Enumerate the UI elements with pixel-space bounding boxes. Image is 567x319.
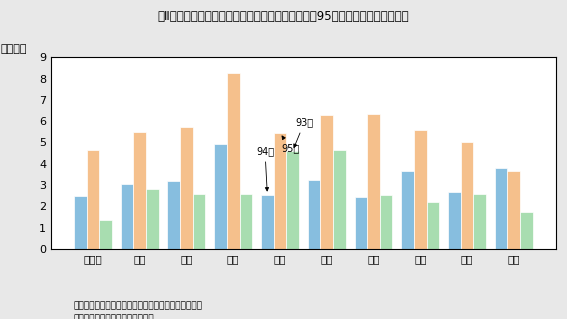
Text: （備考）１．　総務庁「家計調査年報」により作成。: （備考）１． 総務庁「家計調査年報」により作成。 bbox=[74, 301, 203, 310]
Bar bbox=[214, 144, 227, 249]
Bar bbox=[507, 171, 520, 249]
Bar bbox=[261, 195, 274, 249]
Text: 第Ⅱ－４－５図　ほとんどの地域で大きく増加した95年の寄付金額（全世帯）: 第Ⅱ－４－５図 ほとんどの地域で大きく増加した95年の寄付金額（全世帯） bbox=[158, 10, 409, 23]
Bar bbox=[520, 211, 533, 249]
Bar bbox=[239, 194, 252, 249]
Bar bbox=[320, 115, 333, 249]
Bar bbox=[354, 197, 367, 249]
Text: ２．　全世帯の数値。: ２． 全世帯の数値。 bbox=[74, 314, 154, 319]
Bar bbox=[495, 168, 507, 249]
Text: （千円）: （千円） bbox=[1, 44, 27, 54]
Bar bbox=[274, 133, 286, 249]
Bar bbox=[461, 143, 473, 249]
Bar bbox=[401, 171, 414, 249]
Bar bbox=[146, 189, 159, 249]
Bar bbox=[167, 181, 180, 249]
Bar bbox=[333, 150, 346, 249]
Bar bbox=[74, 196, 87, 249]
Bar bbox=[227, 73, 239, 249]
Text: 94年: 94年 bbox=[256, 146, 274, 191]
Bar bbox=[87, 150, 99, 249]
Bar bbox=[193, 194, 205, 249]
Bar bbox=[426, 202, 439, 249]
Bar bbox=[99, 220, 112, 249]
Bar bbox=[180, 127, 193, 249]
Bar bbox=[367, 114, 380, 249]
Bar bbox=[121, 184, 133, 249]
Bar bbox=[286, 151, 299, 249]
Bar bbox=[380, 195, 392, 249]
Bar bbox=[414, 130, 426, 249]
Bar bbox=[308, 180, 320, 249]
Bar bbox=[448, 192, 461, 249]
Bar bbox=[133, 132, 146, 249]
Text: 95年: 95年 bbox=[281, 136, 299, 153]
Bar bbox=[473, 194, 486, 249]
Text: 93年: 93年 bbox=[294, 118, 314, 148]
